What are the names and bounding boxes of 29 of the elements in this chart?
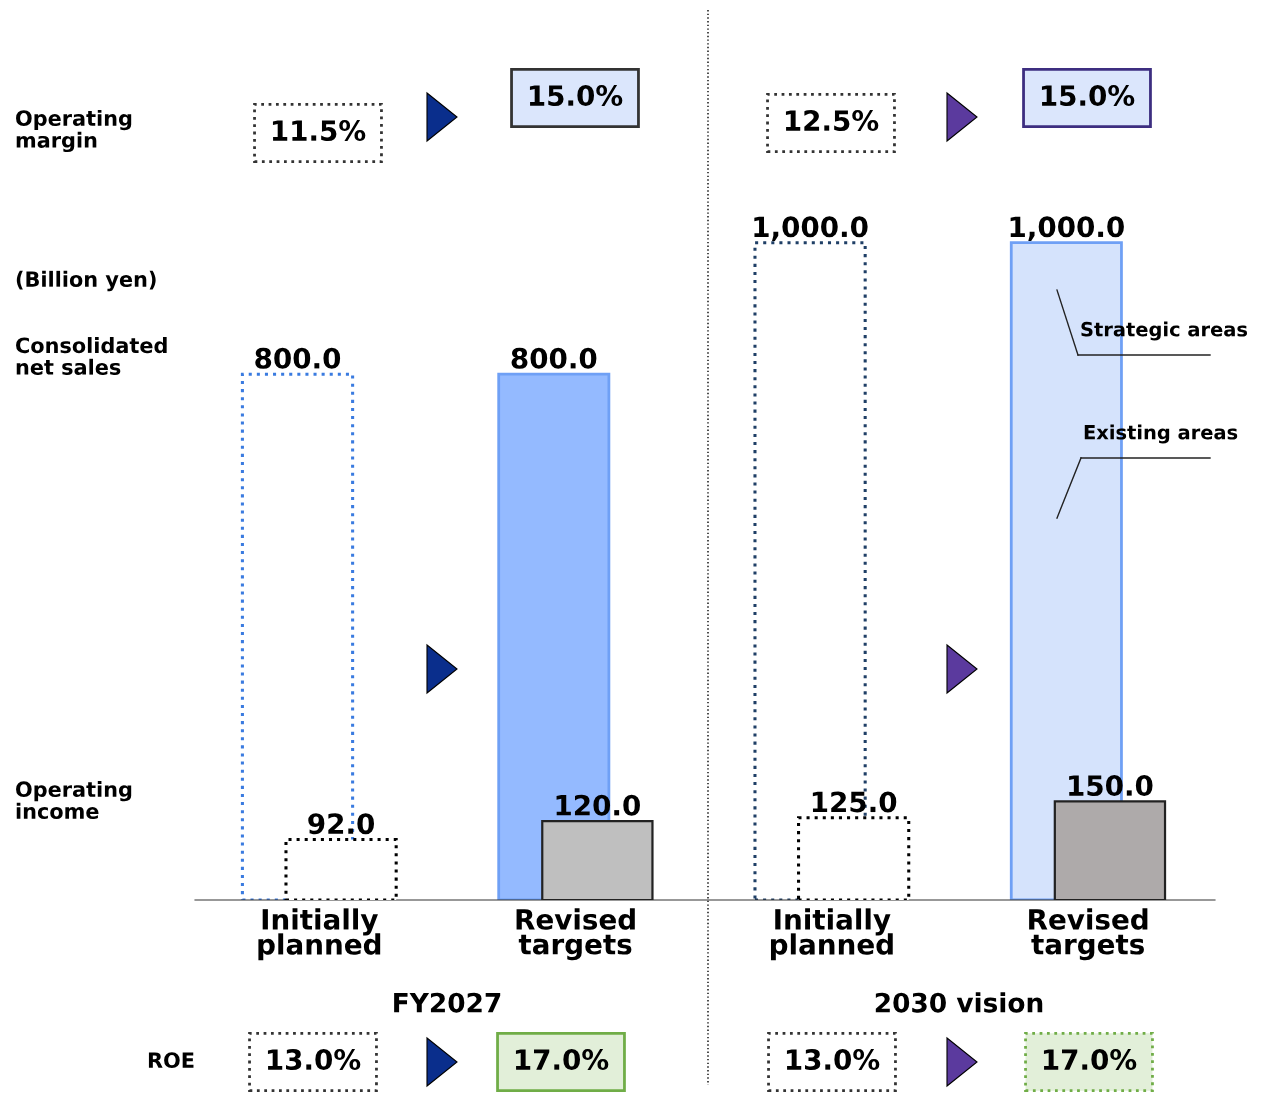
text: Consolidated net sales xyxy=(16,337,167,375)
text: (Billion yen) xyxy=(16,270,156,292)
text: 17.0% xyxy=(515,1049,609,1071)
bar xyxy=(1053,800,1167,900)
data-label: 800.0 xyxy=(511,347,597,369)
text: 12.5% xyxy=(785,110,879,132)
bar xyxy=(541,820,654,900)
data-label: 150.0 xyxy=(1069,775,1153,797)
data-label: 120.0 xyxy=(556,794,640,816)
x-tick-label: Initially planned xyxy=(258,908,381,961)
text: ROE xyxy=(148,1052,194,1069)
data-label: 92.0 xyxy=(308,813,375,835)
data-label: 1,000.0 xyxy=(754,216,868,241)
text: 15.0% xyxy=(529,85,623,107)
x-tick-label: Revised targets xyxy=(1029,908,1148,961)
text: FY2027 xyxy=(394,992,501,1013)
data-label: 125.0 xyxy=(812,791,897,813)
text: Operating margin xyxy=(16,109,132,153)
text: 17.0% xyxy=(1043,1049,1137,1071)
x-tick-label: Revised targets xyxy=(516,908,635,961)
data-label: 800.0 xyxy=(255,347,341,369)
x-tick-label: Initially planned xyxy=(770,908,893,961)
text: 2030 vision xyxy=(875,992,1043,1013)
text: 11.5% xyxy=(272,120,366,142)
text: 13.0% xyxy=(786,1049,880,1071)
data-label: 1,000.0 xyxy=(1010,216,1124,241)
text: Operating income xyxy=(16,780,132,819)
text: 13.0% xyxy=(267,1049,361,1071)
text: 15.0% xyxy=(1041,85,1135,107)
